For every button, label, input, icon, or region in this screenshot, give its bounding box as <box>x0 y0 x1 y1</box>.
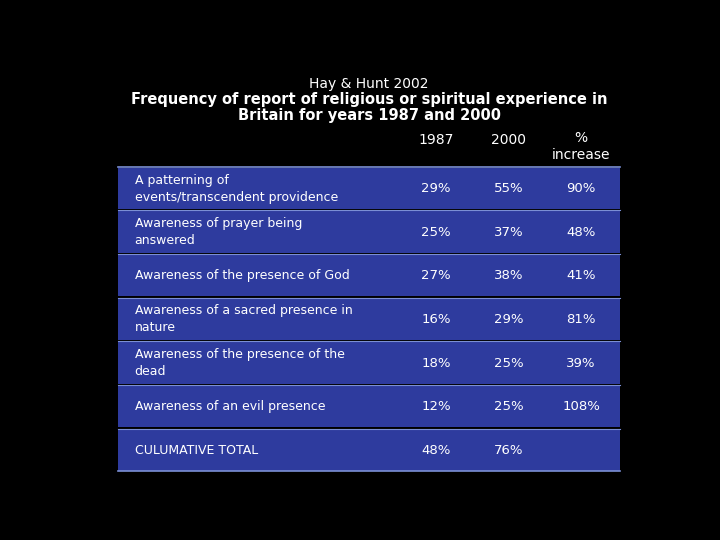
Bar <box>118 342 620 384</box>
Text: Awareness of prayer being
answered: Awareness of prayer being answered <box>135 217 302 247</box>
Text: 41%: 41% <box>567 269 595 282</box>
Text: CULUMATIVE TOTAL: CULUMATIVE TOTAL <box>135 444 258 457</box>
Text: 27%: 27% <box>421 269 451 282</box>
Text: Britain for years 1987 and 2000: Britain for years 1987 and 2000 <box>238 109 500 124</box>
Text: 29%: 29% <box>494 313 523 326</box>
Text: 81%: 81% <box>567 313 595 326</box>
Text: 18%: 18% <box>421 356 451 370</box>
Text: 25%: 25% <box>421 226 451 239</box>
Text: 55%: 55% <box>494 182 523 195</box>
Text: Awareness of an evil presence: Awareness of an evil presence <box>135 400 325 413</box>
Text: Awareness of the presence of God: Awareness of the presence of God <box>135 269 349 282</box>
Text: 76%: 76% <box>494 444 523 457</box>
Text: 90%: 90% <box>567 182 595 195</box>
Text: 48%: 48% <box>421 444 451 457</box>
Bar <box>118 255 620 296</box>
Text: 25%: 25% <box>494 400 523 413</box>
Text: 2000: 2000 <box>491 133 526 147</box>
Text: 48%: 48% <box>567 226 595 239</box>
Text: 38%: 38% <box>494 269 523 282</box>
Bar <box>118 167 620 209</box>
Text: 108%: 108% <box>562 400 600 413</box>
Text: 29%: 29% <box>421 182 451 195</box>
Text: 16%: 16% <box>421 313 451 326</box>
Text: 25%: 25% <box>494 356 523 370</box>
Text: %
increase: % increase <box>552 131 611 161</box>
Bar <box>118 299 620 340</box>
Text: Frequency of report of religious or spiritual experience in: Frequency of report of religious or spir… <box>131 92 607 107</box>
Bar <box>118 386 620 427</box>
Text: Hay & Hunt 2002: Hay & Hunt 2002 <box>310 77 428 91</box>
Text: Awareness of a sacred presence in
nature: Awareness of a sacred presence in nature <box>135 305 352 334</box>
Text: A patterning of
events/transcendent providence: A patterning of events/transcendent prov… <box>135 173 338 204</box>
Text: 1987: 1987 <box>418 133 454 147</box>
Bar <box>118 211 620 253</box>
Bar <box>118 429 620 471</box>
Text: 12%: 12% <box>421 400 451 413</box>
Text: 39%: 39% <box>567 356 595 370</box>
Text: Awareness of the presence of the
dead: Awareness of the presence of the dead <box>135 348 344 378</box>
Text: 37%: 37% <box>494 226 523 239</box>
